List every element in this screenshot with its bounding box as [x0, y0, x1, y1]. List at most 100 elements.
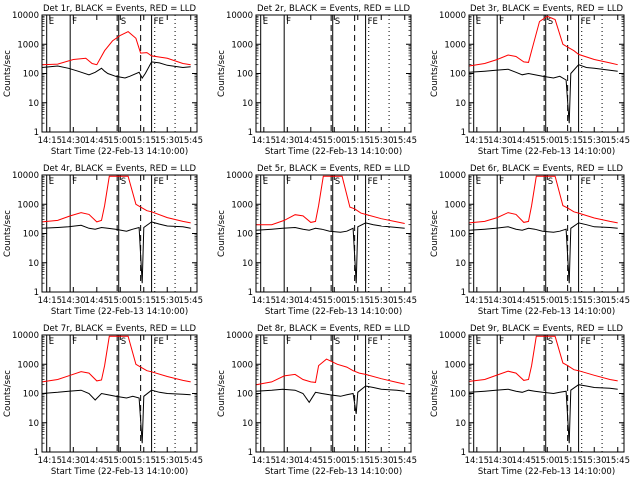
x-tick-label: 14:30	[488, 456, 513, 466]
y-tick-label: 10	[242, 259, 253, 269]
x-tick-label: 15:00	[108, 456, 133, 466]
x-tick-label: 15:15	[132, 136, 157, 146]
y-axis-label: Counts/sec	[217, 370, 227, 417]
chart-title: Det 7r, BLACK = Events, RED = LLD	[43, 324, 197, 334]
x-tick-label: 14:15	[465, 456, 490, 466]
marker-label: F	[499, 177, 504, 187]
x-tick-label: 15:00	[322, 296, 347, 306]
marker-label: FE	[581, 17, 591, 27]
y-tick-label: 1	[34, 448, 39, 458]
x-tick-label: 14:30	[61, 456, 86, 466]
marker-label: E	[476, 337, 481, 347]
lld-series-line	[468, 15, 618, 67]
y-tick-label: 10	[242, 99, 253, 109]
marker-label: FE	[368, 177, 378, 187]
marker-label: S	[335, 17, 340, 27]
plot-frame	[468, 334, 625, 453]
marker-label: S	[335, 177, 340, 187]
y-axis-label: Counts/sec	[430, 210, 440, 257]
marker-label: F	[286, 17, 291, 27]
plot-frame	[468, 14, 625, 133]
marker-label: E	[476, 17, 481, 27]
y-tick-label: 100	[23, 390, 39, 400]
marker-label: E	[263, 337, 268, 347]
x-tick-label: 15:45	[178, 136, 203, 146]
x-tick-label: 14:30	[488, 136, 513, 146]
events-series-line	[468, 384, 618, 444]
x-tick-label: 14:45	[512, 136, 537, 146]
y-tick-label: 1	[248, 128, 253, 138]
x-tick-label: 15:00	[535, 456, 560, 466]
x-tick-label: 14:45	[85, 296, 110, 306]
x-axis-label: Start Time (22-Feb-13 14:10:00)	[265, 307, 402, 317]
plot-frame	[468, 174, 625, 293]
x-tick-label: 14:30	[275, 296, 300, 306]
x-tick-label: 15:45	[392, 456, 417, 466]
x-tick-label: 14:15	[38, 296, 63, 306]
x-tick-label: 15:45	[178, 456, 203, 466]
y-tick-label: 1000	[17, 360, 39, 370]
y-tick-label: 100	[237, 230, 253, 240]
marker-label: E	[476, 177, 481, 187]
x-tick-label: 15:15	[559, 296, 584, 306]
y-axis-label: Counts/sec	[217, 210, 227, 257]
marker-label: F	[286, 177, 291, 187]
y-tick-label: 1000	[444, 360, 466, 370]
x-tick-label: 14:15	[38, 136, 63, 146]
chart-title: Det 2r, BLACK = Events, RED = LLD	[257, 4, 411, 14]
x-tick-label: 14:15	[465, 296, 490, 306]
x-tick-label: 15:15	[346, 296, 371, 306]
marker-label: FE	[154, 17, 164, 27]
x-tick-label: 14:30	[61, 296, 86, 306]
y-tick-label: 1000	[17, 200, 39, 210]
y-tick-label: 10000	[439, 331, 466, 341]
events-series-line	[255, 222, 405, 284]
x-tick-label: 14:45	[512, 456, 537, 466]
y-axis-label: Counts/sec	[3, 370, 13, 417]
y-tick-label: 1000	[231, 200, 253, 210]
y-tick-label: 10000	[226, 171, 253, 181]
x-tick-label: 14:45	[512, 296, 537, 306]
y-tick-label: 10000	[12, 171, 39, 181]
marker-label: E	[263, 177, 268, 187]
chart-title: Det 8r, BLACK = Events, RED = LLD	[257, 324, 411, 334]
marker-label: FE	[154, 337, 164, 347]
y-tick-label: 1	[248, 448, 253, 458]
x-tick-label: 15:45	[605, 136, 630, 146]
y-tick-label: 10000	[226, 11, 253, 21]
x-tick-label: 15:45	[605, 296, 630, 306]
y-tick-label: 10000	[439, 171, 466, 181]
marker-label: S	[548, 177, 553, 187]
x-axis-label: Start Time (22-Feb-13 14:10:00)	[51, 307, 188, 317]
marker-label: E	[263, 17, 268, 27]
x-tick-label: 14:15	[252, 136, 277, 146]
y-tick-label: 1	[34, 288, 39, 298]
marker-label: F	[499, 17, 504, 27]
marker-label: S	[121, 337, 126, 347]
lld-series-line	[41, 31, 191, 66]
plot-frame	[41, 334, 198, 453]
y-tick-label: 1000	[231, 360, 253, 370]
marker-label: S	[548, 17, 553, 27]
x-tick-label: 15:30	[369, 456, 394, 466]
y-tick-label: 10000	[226, 331, 253, 341]
events-series-line	[41, 61, 191, 79]
marker-label: E	[49, 17, 54, 27]
x-tick-label: 15:45	[392, 136, 417, 146]
plot-frame	[255, 334, 412, 453]
y-axis-label: Counts/sec	[430, 50, 440, 97]
y-axis-label: Counts/sec	[3, 50, 13, 97]
lld-series-line	[256, 175, 405, 226]
x-tick-label: 15:15	[559, 456, 584, 466]
marker-label: FE	[368, 337, 378, 347]
x-tick-label: 14:15	[38, 456, 63, 466]
y-tick-label: 10	[455, 99, 466, 109]
marker-label: F	[72, 177, 77, 187]
marker-label: S	[121, 177, 126, 187]
x-tick-label: 15:00	[535, 296, 560, 306]
marker-label: F	[286, 337, 291, 347]
y-tick-label: 100	[23, 230, 39, 240]
y-axis-label: Counts/sec	[3, 210, 13, 257]
